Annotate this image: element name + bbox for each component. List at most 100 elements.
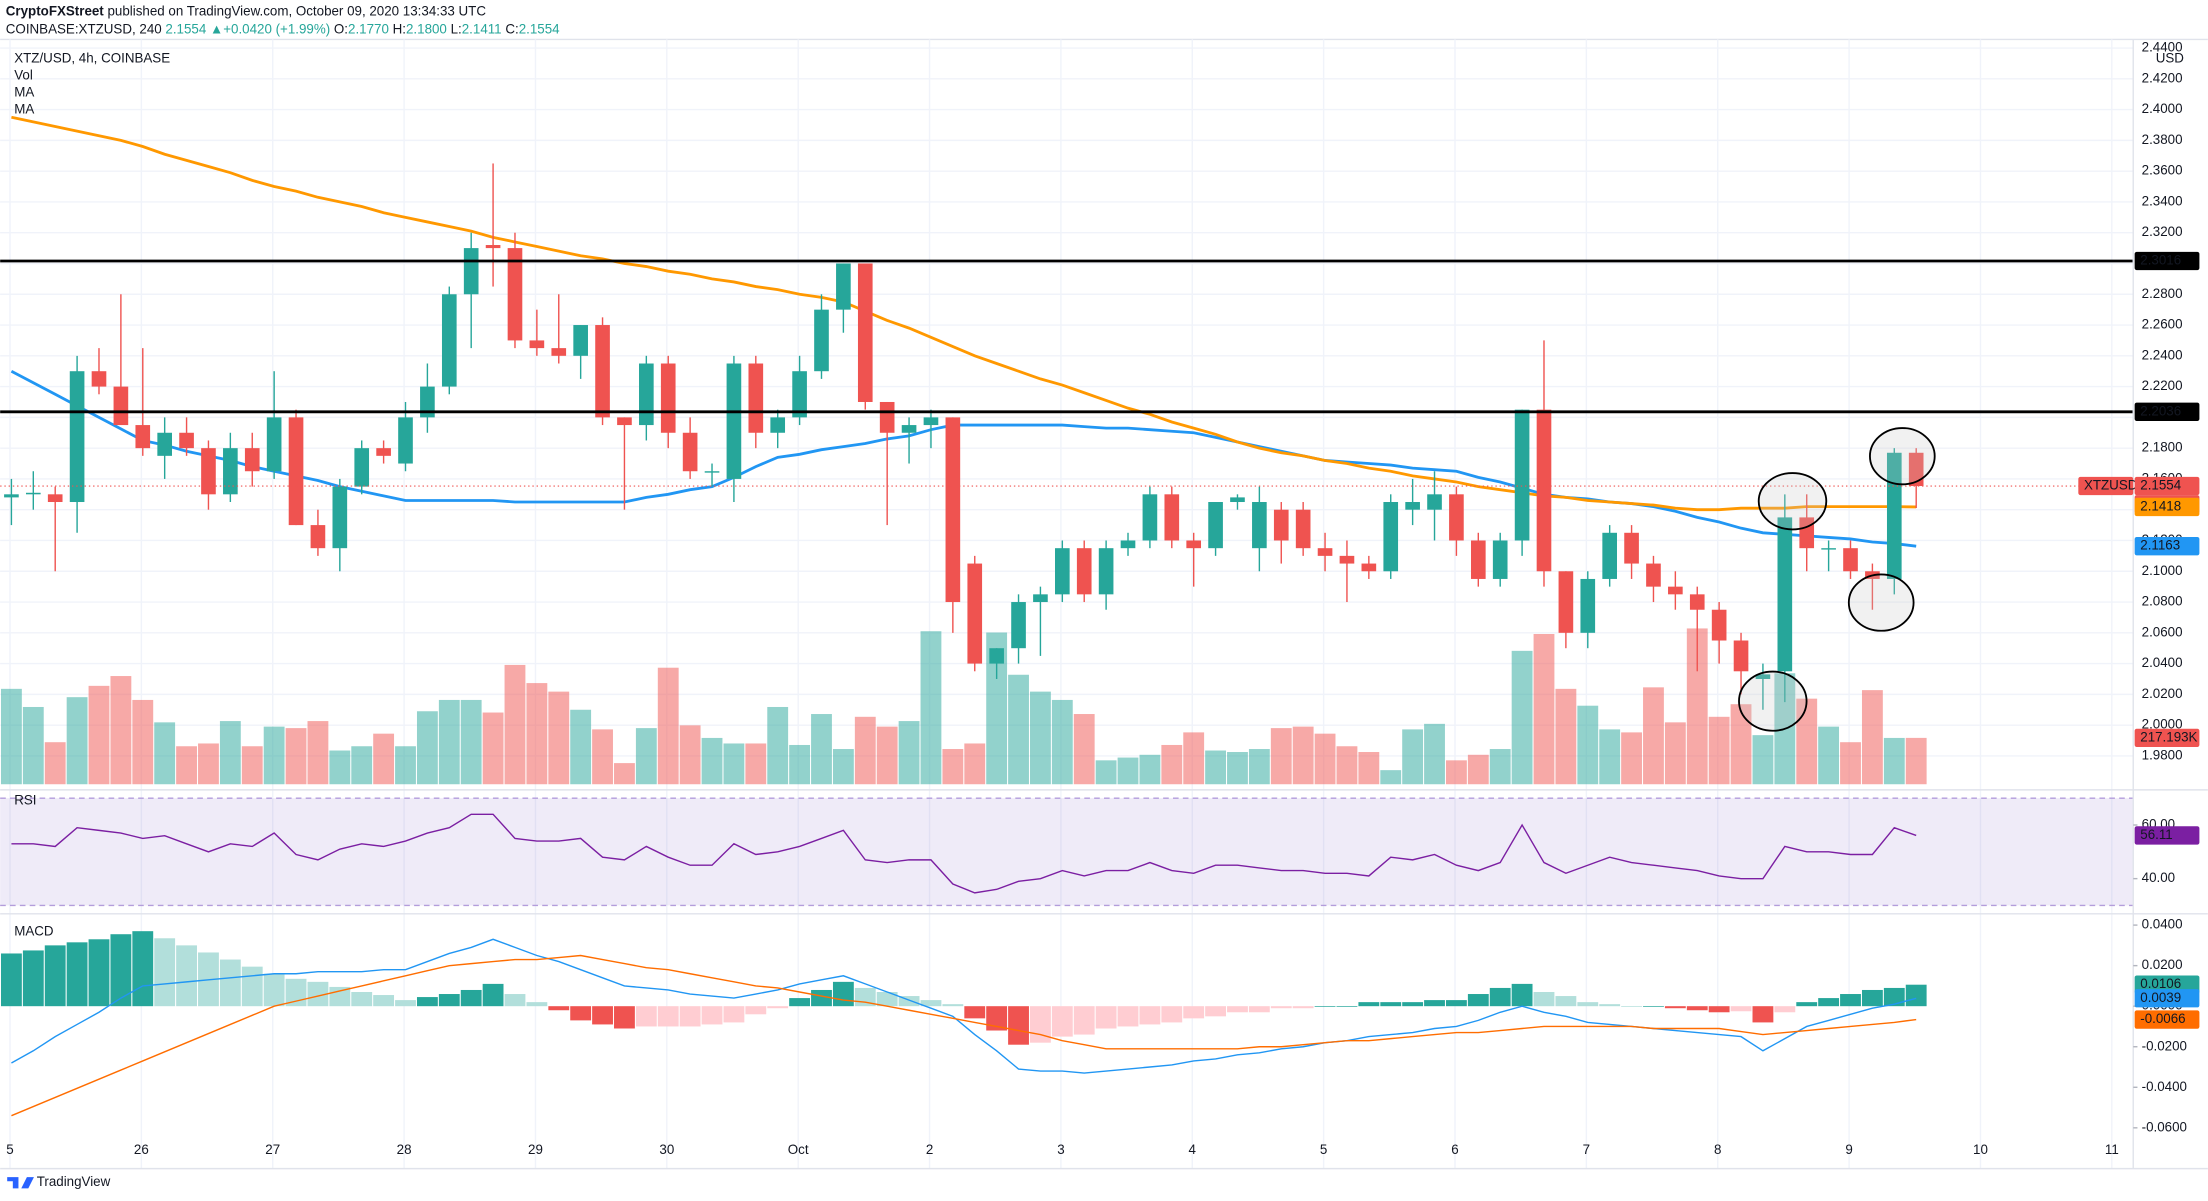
histogram-bar <box>1205 1006 1227 1017</box>
candle-body <box>1470 540 1486 579</box>
volume-bar <box>1861 690 1883 785</box>
candle-body <box>529 340 545 349</box>
annotation-circle <box>1869 427 1936 486</box>
candle-body <box>1208 502 1223 549</box>
histogram-bar <box>176 945 197 1007</box>
histogram-bar <box>307 981 329 1007</box>
histogram-bar <box>219 959 241 1007</box>
candle-body <box>901 425 917 433</box>
y-tick-label: 2.0800 <box>2142 594 2183 609</box>
volume-bar <box>548 691 570 785</box>
histogram-bar <box>241 966 263 1007</box>
candle-body <box>1449 494 1464 541</box>
x-tick-label: 10 <box>1973 1142 1988 1157</box>
volume-bar <box>964 743 986 785</box>
y-tick-label: 2.0400 <box>2142 655 2183 670</box>
y-tick-label: 2.0600 <box>2142 624 2183 639</box>
x-tick-label: 4 <box>1189 1142 1197 1157</box>
histogram-bar <box>1752 1006 1774 1023</box>
volume-bar <box>351 746 373 785</box>
macd-line <box>11 954 1917 1117</box>
volume-bar <box>1533 633 1555 785</box>
volume-bar <box>1730 704 1752 785</box>
candle-body <box>1295 509 1311 549</box>
candle-body <box>1055 548 1070 595</box>
histogram-bar <box>701 1006 723 1025</box>
candle-body <box>1142 494 1158 541</box>
volume-bar <box>1840 742 1861 785</box>
y-tick-label: -0.0200 <box>2142 1038 2187 1053</box>
candle-body <box>1120 540 1136 549</box>
histogram-bar <box>811 989 832 1007</box>
volume-bar <box>1511 650 1533 785</box>
author: CryptoFXStreet <box>6 3 105 18</box>
footer: TradingView <box>37 1174 111 1189</box>
candle-body <box>266 417 282 472</box>
volume-bar <box>438 699 460 785</box>
legend-volume: Vol <box>14 68 33 83</box>
candle-body <box>1076 548 1092 595</box>
y-tick-label: 2.3400 <box>2142 193 2183 208</box>
volume-bar <box>22 706 44 785</box>
volume-bar <box>1708 716 1730 785</box>
volume-bar <box>1248 749 1270 785</box>
candle-body <box>310 525 326 549</box>
legend-title: XTZ/USD, 4h, COINBASE <box>14 51 170 66</box>
candle-body <box>47 494 63 503</box>
ma-label-box <box>2134 497 2200 517</box>
histogram-bar <box>657 1006 679 1027</box>
histogram-bar <box>44 945 66 1007</box>
volume-bar <box>1599 729 1621 785</box>
pane-title: MACD <box>14 924 54 939</box>
x-tick-label: 29 <box>528 1142 543 1157</box>
y-tick-label: 1.9800 <box>2142 747 2183 762</box>
histogram-bar <box>1686 1006 1708 1011</box>
candle-body <box>376 448 391 456</box>
histogram-bar <box>263 973 285 1007</box>
volume-bar <box>1030 691 1051 785</box>
volume-bar <box>701 737 723 785</box>
histogram-bar <box>1533 991 1555 1007</box>
candle-body <box>1230 497 1245 503</box>
volume-bar <box>1905 737 1927 785</box>
volume-bar <box>1270 728 1292 785</box>
candle-body <box>836 263 851 310</box>
ma-label: 2.1163 <box>2140 538 2180 553</box>
volume-bar <box>1183 732 1205 785</box>
pane-title: RSI <box>14 793 36 808</box>
histogram-bar <box>920 1000 942 1007</box>
volume-bar <box>1621 732 1642 785</box>
histogram-label: 0.0106 <box>2140 976 2181 991</box>
candle-body <box>1033 594 1048 603</box>
volume-bar <box>482 712 504 785</box>
volume-bar <box>460 699 482 785</box>
volume-bar <box>373 733 395 785</box>
candle-body <box>1011 602 1026 649</box>
histogram-bar <box>1183 1006 1205 1019</box>
candle-body <box>923 417 939 426</box>
candle-body <box>201 448 216 495</box>
y-tick-label: 2.4400 <box>2142 40 2183 55</box>
y-tick-label: 2.3600 <box>2142 163 2183 178</box>
volume-bar <box>198 743 219 785</box>
histogram-bar <box>570 1006 592 1021</box>
volume-bar <box>570 709 592 785</box>
plot <box>0 115 2134 1117</box>
x-tick-label: Oct <box>788 1142 809 1157</box>
grid <box>0 39 2134 1169</box>
histogram-bar <box>1511 983 1533 1007</box>
candle-body <box>1383 502 1399 572</box>
histogram-bar <box>679 1006 701 1027</box>
h-key: H: <box>393 21 406 36</box>
volume-bar <box>767 706 789 785</box>
macd-value-label-box <box>2134 989 2200 1008</box>
volume-bar <box>0 688 22 785</box>
volume-bar <box>1664 722 1686 785</box>
volume-bar <box>1445 760 1467 785</box>
annotation-circle <box>1757 472 1828 531</box>
rsi-label-box <box>2134 826 2200 845</box>
histogram-bar <box>1227 1006 1248 1013</box>
candle-body <box>1514 409 1530 541</box>
candle-body <box>179 432 194 449</box>
